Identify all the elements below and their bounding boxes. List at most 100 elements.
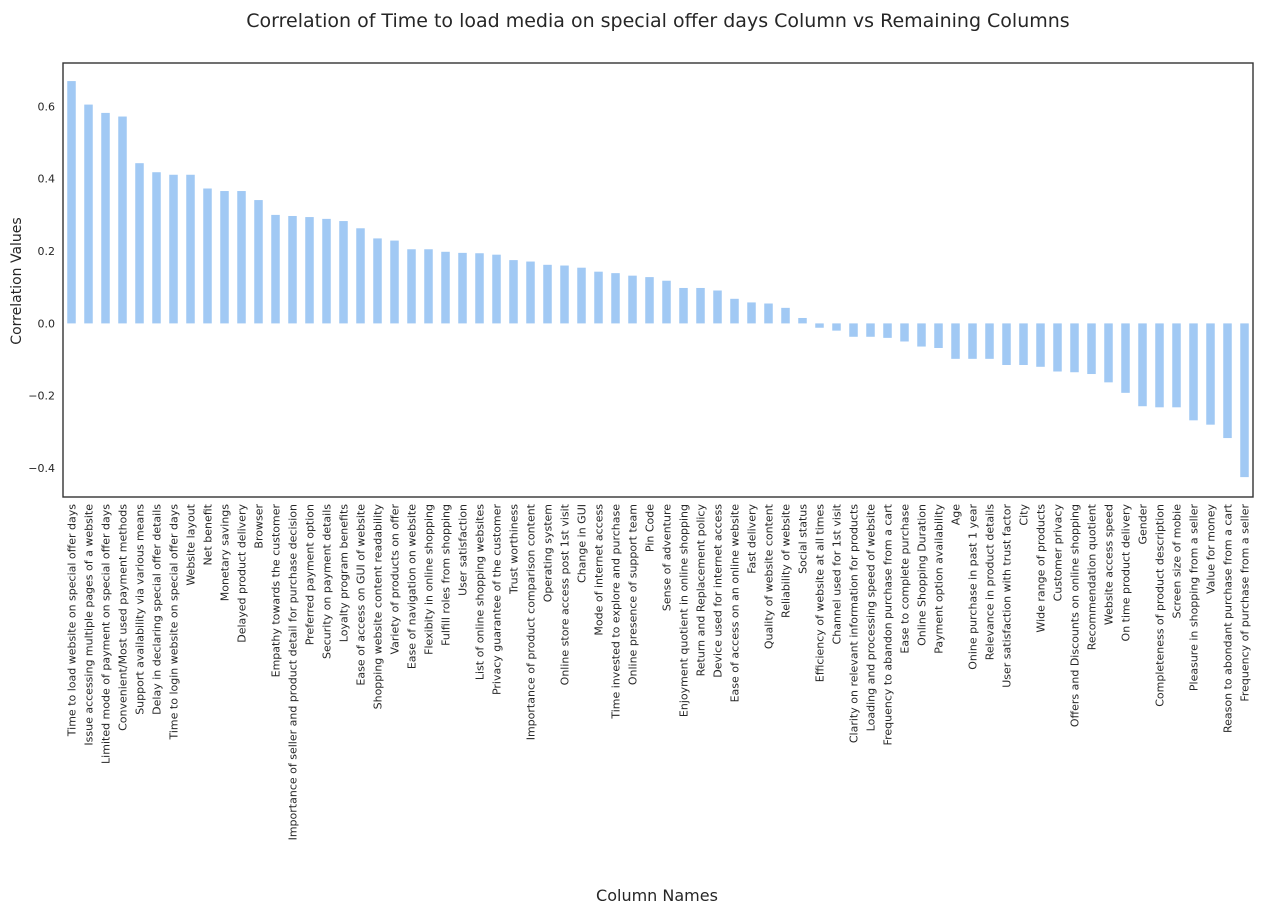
x-tick-label: Efficiency of website at all times [814, 504, 827, 682]
bar [798, 317, 807, 324]
bar [781, 307, 790, 324]
bar [900, 323, 909, 342]
bar [509, 260, 518, 324]
x-tick-label: Value for money [1205, 504, 1218, 595]
bar [560, 265, 569, 324]
bar [288, 215, 297, 324]
bar [271, 214, 280, 324]
x-tick-label: User satisfaction [457, 504, 470, 596]
bar [1019, 323, 1028, 365]
bar [1138, 323, 1147, 407]
bar [1121, 323, 1130, 393]
x-tick-label: Online store access post 1st visit [559, 503, 572, 685]
bar [849, 323, 858, 337]
bar [577, 267, 586, 324]
x-tick-label: Pleasure in shopping from a seller [1188, 504, 1201, 692]
x-tick-label: Online presence of support team [627, 504, 640, 685]
x-tick-label: Onine purchase in past 1 year [967, 504, 980, 670]
y-tick-label: 0.2 [38, 245, 56, 258]
plot-frame [62, 62, 1254, 498]
y-axis-label: Correlation Values [9, 217, 25, 344]
x-tick-label: Empathy towards the customer [270, 504, 283, 678]
x-tick-label: Sense of adventure [661, 504, 674, 611]
x-tick-label: Device used for internet access [712, 504, 725, 678]
bar [441, 251, 450, 324]
bar [407, 249, 416, 324]
bar [985, 323, 994, 359]
bar [169, 174, 178, 324]
bar [968, 323, 977, 359]
x-tick-label: Offers and Discounts on online shopping [1069, 504, 1082, 727]
bar [679, 287, 688, 324]
chart-title: Correlation of Time to load media on spe… [246, 10, 1070, 32]
x-tick-label: Support availability via various means [134, 504, 147, 715]
x-tick-label: Website access speed [1103, 504, 1116, 625]
x-tick-label: Reason to abondant purchase from a cart [1222, 503, 1235, 733]
y-tick-label: 0.6 [38, 100, 56, 113]
x-tick-label: Clarity on relevant information for prod… [848, 504, 861, 743]
bar [713, 290, 722, 324]
bar [322, 218, 331, 324]
bar [764, 303, 773, 324]
y-tick-label: 0.0 [38, 317, 56, 330]
bar [645, 277, 654, 324]
x-tick-label: Delay in declaring special offer details [151, 504, 164, 715]
x-tick-label: Flexibity in online shopping [423, 504, 436, 655]
y-tick-label: −0.2 [28, 390, 55, 403]
x-tick-label: Importance of seller and product detail … [287, 504, 300, 840]
bar [917, 323, 926, 347]
bar [866, 323, 875, 337]
bar [373, 238, 382, 324]
x-tick-label: Fulfill roles from shopping [440, 504, 453, 646]
bar [118, 116, 127, 324]
x-tick-label: User satisfaction with trust factor [1001, 504, 1014, 688]
x-tick-label: Issue accessing multiple pages of a webs… [83, 504, 96, 746]
x-tick-label: Browser [253, 504, 266, 549]
x-tick-label: Operating system [542, 504, 555, 602]
x-tick-label: Importance of product comparison content [525, 503, 538, 740]
x-tick-label: Time to load website on special offer da… [66, 504, 79, 737]
bar [1087, 323, 1096, 375]
x-tick-label: Website layout [185, 503, 198, 585]
bar [747, 302, 756, 324]
bar [832, 323, 841, 331]
bar [84, 104, 93, 324]
x-tick-label: Frequency of purchase from a seller [1239, 504, 1252, 702]
x-tick-label: Wide range of products [1035, 504, 1048, 633]
x-tick-label: City [1018, 504, 1031, 526]
bar [356, 228, 365, 324]
x-tick-label: List of online shopping websites [474, 504, 487, 680]
bars-layer [67, 81, 1249, 478]
bar [1172, 323, 1181, 408]
x-tick-label: Enjoyment quotient in online shopping [678, 504, 691, 717]
bar [152, 172, 161, 324]
x-tick-label: Shopping website content readability [372, 504, 385, 710]
bar [254, 200, 263, 324]
bar [1223, 323, 1232, 439]
x-tick-label: Trust worthiness [508, 504, 521, 595]
x-tick-label: Online Shopping Duration [916, 504, 929, 646]
y-axis-ticks: −0.4 −0.2 0.0 0.2 0.4 0.6 [28, 100, 55, 475]
bar [1053, 323, 1062, 372]
y-tick-label: 0.4 [38, 173, 56, 186]
bar [101, 112, 110, 324]
x-tick-label: Variety of products on offer [389, 504, 402, 655]
bar [730, 298, 739, 324]
x-axis-label: Column Names [596, 886, 718, 905]
bar [611, 273, 620, 324]
bar [526, 261, 535, 324]
x-tick-label: Ease of access on GUI of website [355, 504, 368, 686]
bar [662, 280, 671, 324]
bar [475, 253, 484, 324]
bar [1036, 323, 1045, 367]
bar [220, 191, 229, 324]
bar [696, 287, 705, 324]
x-tick-label: Return and Replacement policy [695, 504, 708, 677]
bar [1206, 323, 1215, 425]
x-tick-label: On time product delivery [1120, 504, 1133, 642]
x-tick-label: Convenient/Most used payment methods [117, 504, 130, 731]
bar [237, 191, 246, 324]
x-tick-label: Gender [1137, 504, 1150, 545]
bar [883, 323, 892, 338]
bar [1002, 323, 1011, 365]
